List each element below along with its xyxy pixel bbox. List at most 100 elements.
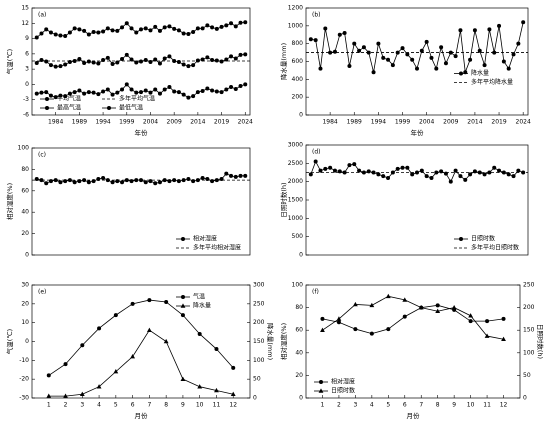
marker xyxy=(134,90,139,95)
marker xyxy=(357,48,362,53)
marker xyxy=(477,170,482,175)
marker xyxy=(96,384,102,389)
y-tick-label: -30 xyxy=(19,395,29,402)
marker xyxy=(352,301,358,307)
marker xyxy=(58,180,63,185)
legend-marker xyxy=(107,106,111,110)
marker xyxy=(148,90,153,95)
x-tick-label: 2024 xyxy=(516,119,531,126)
y-tick-label: 60 xyxy=(21,187,29,194)
x-tick-label: 9 xyxy=(181,402,185,409)
y-axis-title: 气温(℃) xyxy=(5,49,14,74)
x-tick-label: 2004 xyxy=(419,119,434,126)
marker xyxy=(191,63,196,68)
marker xyxy=(153,181,158,186)
marker xyxy=(44,27,49,32)
marker xyxy=(91,29,96,34)
marker xyxy=(230,391,236,397)
marker xyxy=(157,91,162,96)
marker xyxy=(124,178,129,183)
marker xyxy=(44,90,49,95)
marker xyxy=(120,25,125,30)
marker xyxy=(134,30,139,35)
x-tick-label: 10 xyxy=(467,402,475,409)
y-tick-label: 40 xyxy=(21,209,29,216)
marker xyxy=(110,62,115,67)
marker xyxy=(167,84,172,89)
marker xyxy=(219,24,224,29)
y-tick-label: 20 xyxy=(295,372,303,379)
marker xyxy=(342,170,347,175)
marker xyxy=(482,63,487,68)
marker xyxy=(487,170,492,175)
plot-frame xyxy=(31,147,251,256)
marker xyxy=(39,31,44,36)
marker xyxy=(214,347,219,352)
marker xyxy=(205,55,210,60)
marker xyxy=(181,62,186,67)
marker xyxy=(328,165,333,170)
marker xyxy=(157,61,162,66)
x-tick-label: 5 xyxy=(386,402,390,409)
marker xyxy=(124,21,129,26)
marker xyxy=(91,90,96,95)
marker xyxy=(405,165,410,170)
marker xyxy=(468,57,473,62)
legend-label: 日照时数 xyxy=(471,235,495,243)
marker xyxy=(63,94,68,99)
marker xyxy=(511,174,516,179)
marker xyxy=(172,26,177,31)
marker xyxy=(153,57,158,62)
legend-marker xyxy=(45,106,49,110)
marker xyxy=(336,316,342,321)
marker xyxy=(191,94,196,99)
y-tick-label: 0 xyxy=(25,81,29,88)
marker xyxy=(120,87,125,92)
x-tick-label: 2014 xyxy=(467,119,482,126)
marker xyxy=(506,172,511,177)
marker xyxy=(96,61,101,66)
marker xyxy=(243,20,248,25)
x-tick-label: 2014 xyxy=(190,119,205,126)
y-tick-label: 1200 xyxy=(288,5,303,12)
marker xyxy=(80,343,85,348)
marker xyxy=(162,56,167,61)
marker xyxy=(195,90,200,95)
legend-label: 日照时数 xyxy=(331,387,355,395)
x-tick-label: 1984 xyxy=(322,119,337,126)
legend-marker xyxy=(319,380,323,384)
marker xyxy=(233,56,238,61)
marker xyxy=(448,50,453,55)
marker xyxy=(79,391,85,397)
marker xyxy=(332,49,337,54)
marker xyxy=(120,56,125,61)
marker xyxy=(181,31,186,36)
y-tick-label: 15 xyxy=(21,5,29,12)
marker xyxy=(224,57,229,62)
legend-label: 相对湿度 xyxy=(331,378,355,386)
marker xyxy=(134,60,139,65)
marker xyxy=(435,308,441,314)
marker xyxy=(44,59,49,64)
marker xyxy=(53,32,58,37)
marker xyxy=(381,174,386,179)
y-axis-title: 气温(℃) xyxy=(5,329,14,354)
marker xyxy=(197,384,203,389)
marker xyxy=(323,26,328,31)
marker xyxy=(418,305,424,310)
marker xyxy=(157,180,162,185)
x-tick-label: 1989 xyxy=(347,119,362,126)
x-tick-label: 8 xyxy=(436,402,440,409)
marker xyxy=(143,88,148,93)
x-tick-label: 2024 xyxy=(238,119,253,126)
marker xyxy=(511,52,516,57)
y-tick-label: 200 xyxy=(292,94,304,101)
x-tick-label: 11 xyxy=(213,402,221,409)
marker xyxy=(148,28,153,33)
marker xyxy=(353,327,358,332)
x-tick-label: 1999 xyxy=(395,119,410,126)
marker xyxy=(429,55,434,60)
marker xyxy=(424,39,429,44)
y-tick-label: 0 xyxy=(299,112,303,119)
panel-label: (a) xyxy=(38,12,46,19)
